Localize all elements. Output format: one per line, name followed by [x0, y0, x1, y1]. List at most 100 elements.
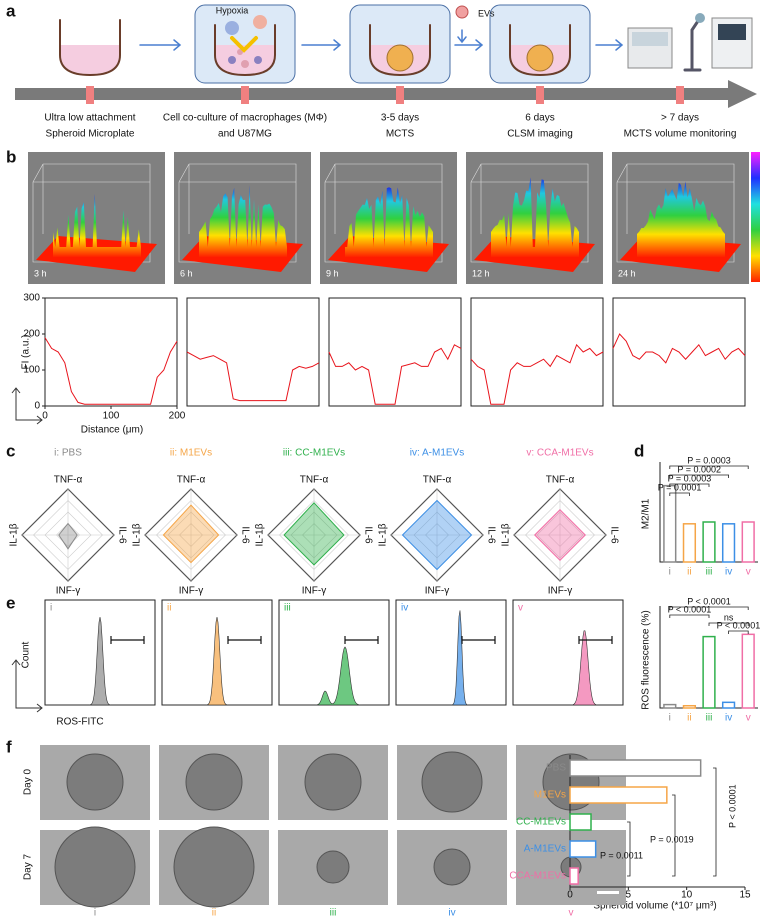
- y-tick-label: 300: [23, 293, 40, 304]
- x-tick-label: 5: [626, 890, 632, 901]
- gate: [344, 636, 379, 644]
- x-tick-label: 10: [681, 890, 693, 901]
- spheroid: [304, 753, 362, 811]
- surface: [637, 181, 725, 257]
- axis-label: IL-6: [116, 526, 127, 544]
- axis-label: TNF-α: [177, 475, 206, 486]
- x-tick-label: 100: [103, 411, 120, 422]
- panel-label: e: [6, 593, 15, 612]
- x-tick-label: iii: [706, 567, 713, 578]
- bar: [569, 759, 702, 777]
- x-axis-label: Spheroid volume (*10⁷ μm³): [593, 901, 716, 912]
- group-title: i: PBS: [54, 448, 82, 459]
- x-axis-label: Distance (μm): [81, 425, 143, 436]
- y-tick-label: 100: [23, 365, 40, 376]
- axis-label: IL-1β: [255, 523, 266, 546]
- group-title: v: CCA-M1EVs: [526, 448, 593, 459]
- wireframe: [178, 163, 297, 263]
- category-label: A-M1EVs: [524, 844, 566, 855]
- time-label: 24 h: [618, 268, 636, 278]
- x-tick-label: ii: [687, 567, 691, 578]
- bar: [702, 635, 716, 709]
- axis-label: INF-γ: [548, 586, 572, 597]
- histogram: [279, 646, 389, 706]
- radar-axis: [514, 489, 606, 581]
- x-tick-label: ii: [687, 713, 691, 724]
- axis-label: INF-γ: [425, 586, 449, 597]
- x-tick-label: i: [669, 713, 671, 724]
- profile-line: [44, 337, 178, 405]
- radar-area: [283, 502, 345, 566]
- annotation: P = 0.0003: [687, 455, 731, 465]
- category-label: PBS: [546, 763, 566, 774]
- wireframe: [32, 163, 151, 263]
- row-label: Day 0: [23, 769, 34, 796]
- plot-frame: [44, 297, 178, 407]
- column-label: ii: [212, 908, 216, 919]
- bar: [682, 523, 697, 563]
- annotation: P = 0.0019: [650, 834, 694, 844]
- x-tick-label: 200: [169, 411, 186, 422]
- panel-numeral: iv: [401, 603, 408, 614]
- profile-line: [470, 343, 604, 405]
- axis-label: IL-6: [239, 526, 250, 544]
- bar: [569, 840, 597, 858]
- category-label: M1EVs: [534, 790, 566, 801]
- step-caption: Cell co-culture of macrophages (MΦ): [163, 113, 327, 124]
- radar-area: [533, 508, 587, 562]
- x-tick-label: i: [669, 567, 671, 578]
- gate: [227, 636, 262, 644]
- surface: [491, 177, 579, 257]
- axis-label: TNF-α: [546, 475, 575, 486]
- axis-arrows: [11, 659, 43, 713]
- plot-frame: [612, 297, 746, 407]
- axis-label: IL-1β: [501, 523, 512, 546]
- panel-label: d: [634, 441, 644, 460]
- y-tick-label: 0: [34, 401, 40, 412]
- panel-numeral: v: [518, 603, 523, 614]
- bracket: [669, 483, 710, 487]
- annotation: P = 0.0011: [600, 850, 643, 860]
- bracket: [669, 474, 729, 478]
- x-tick-label: v: [746, 567, 751, 578]
- x-tick-label: iv: [725, 567, 732, 578]
- plot-frame: [328, 297, 462, 407]
- surface: [345, 187, 433, 257]
- gate: [461, 636, 496, 644]
- x-tick-label: 0: [42, 411, 48, 422]
- x-tick-label: iv: [725, 713, 732, 724]
- spheroid: [66, 753, 124, 811]
- axis-label: INF-γ: [56, 586, 80, 597]
- plot-frame: [278, 599, 390, 706]
- panel-numeral: ii: [167, 603, 171, 614]
- bracket: [669, 492, 690, 496]
- profile-line: [186, 351, 320, 402]
- group-title: iii: CC-M1EVs: [283, 448, 345, 459]
- spheroid: [421, 751, 483, 813]
- y-axis-label: FI (a.u.): [21, 334, 32, 369]
- axis-label: INF-γ: [302, 586, 326, 597]
- step-caption: and U87MG: [218, 129, 272, 140]
- x-tick-label: 0: [567, 890, 573, 901]
- y-axis-label: M2/M1: [641, 498, 652, 529]
- bracket: [669, 465, 749, 469]
- radar-axis: [145, 489, 237, 581]
- hypoxia-label: Hypoxia: [216, 5, 249, 15]
- spheroid: [54, 826, 136, 908]
- panel-numeral: iii: [284, 603, 291, 614]
- spheroid: [316, 850, 350, 884]
- annotation: P = 0.0003: [668, 473, 712, 483]
- colorbar: [751, 152, 760, 282]
- profile-line: [328, 344, 462, 405]
- radar-area: [162, 504, 220, 564]
- annotation: ns: [724, 612, 734, 622]
- y-axis-label: ROS fluorescence (%): [641, 610, 652, 709]
- axis-label: IL-6: [608, 526, 619, 544]
- surface: [53, 193, 141, 257]
- step-caption: Ultra low attachment: [44, 113, 135, 124]
- axis-label: IL-6: [362, 526, 373, 544]
- histogram: [396, 610, 506, 706]
- step-caption: 3-5 days: [381, 113, 419, 124]
- scale-bar: [597, 891, 619, 894]
- bracket: [708, 622, 749, 626]
